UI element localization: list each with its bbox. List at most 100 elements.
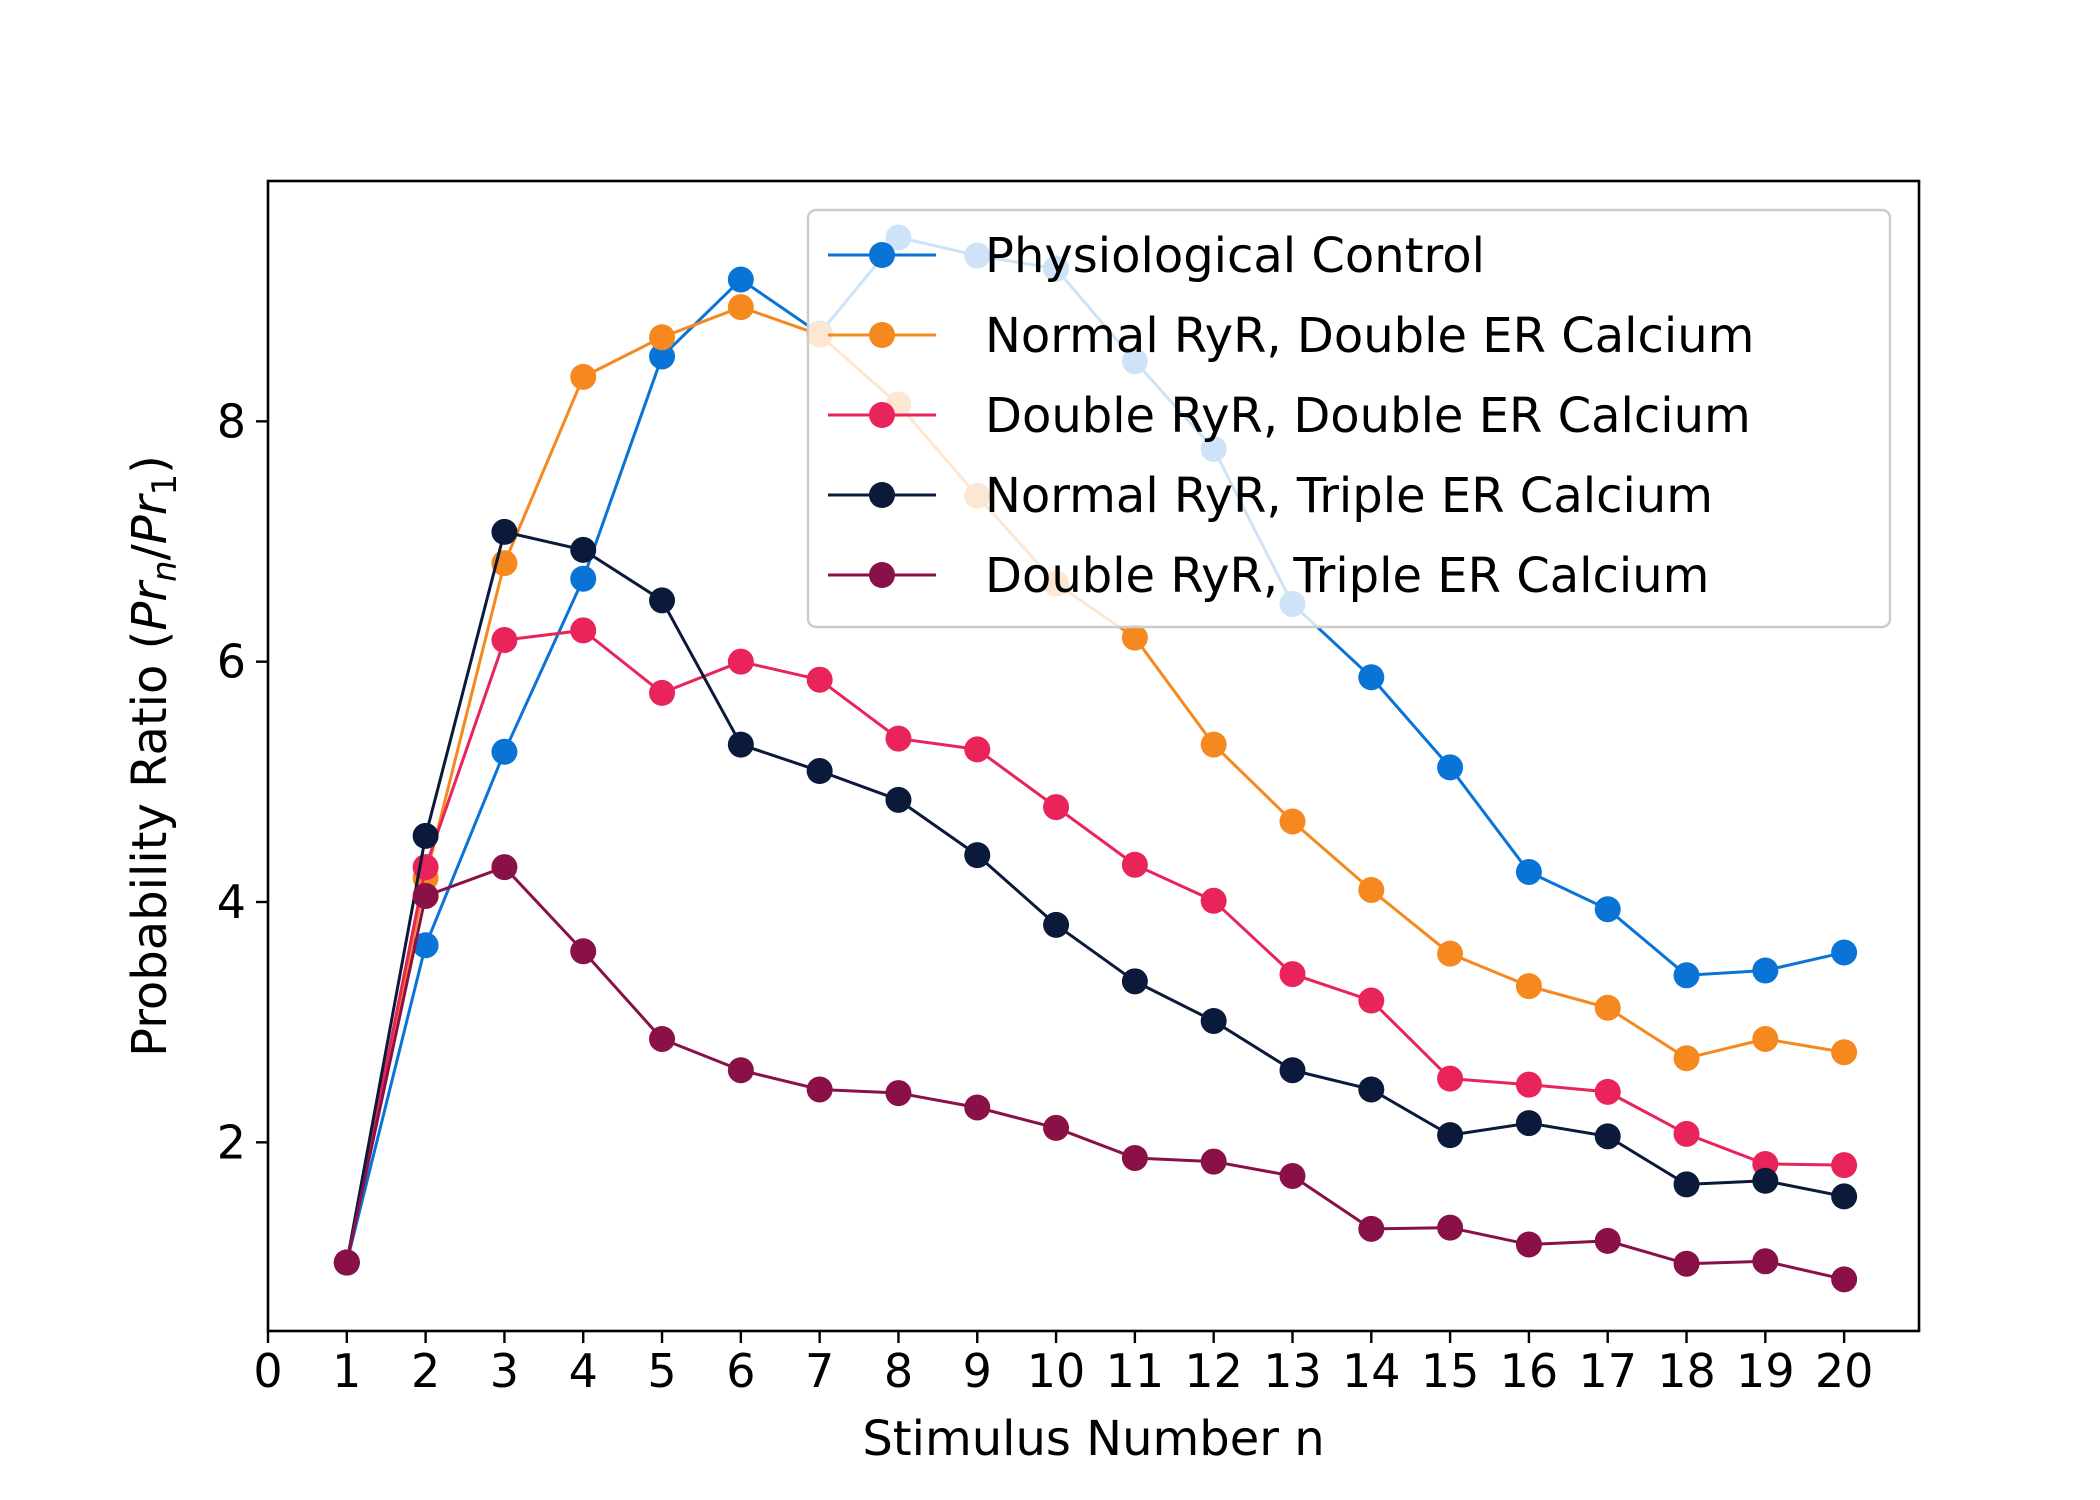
x-tick-label: 14 — [1342, 1344, 1401, 1398]
data-point — [1279, 1057, 1306, 1084]
data-point — [1043, 1114, 1070, 1141]
legend-marker — [869, 482, 895, 508]
data-point — [491, 738, 518, 765]
data-point — [1121, 851, 1148, 878]
x-tick-label: 5 — [647, 1344, 676, 1398]
x-tick-label: 7 — [805, 1344, 834, 1398]
x-tick-label: 18 — [1657, 1344, 1716, 1398]
data-point — [1594, 896, 1621, 923]
x-tick-label: 8 — [884, 1344, 913, 1398]
data-point — [1673, 1171, 1700, 1198]
data-point — [1673, 1045, 1700, 1072]
data-point — [1594, 1078, 1621, 1105]
x-tick-label: 11 — [1106, 1344, 1165, 1398]
data-point — [1831, 1039, 1858, 1066]
series-group — [333, 518, 1858, 1276]
x-tick-label: 15 — [1421, 1344, 1480, 1398]
data-point — [885, 725, 912, 752]
data-point — [1200, 731, 1227, 758]
data-point — [1200, 1148, 1227, 1175]
legend-marker — [869, 322, 895, 348]
data-point — [412, 932, 439, 959]
y-tick-label: 2 — [217, 1115, 246, 1169]
data-point — [964, 1094, 991, 1121]
y-tick-label: 8 — [217, 394, 246, 448]
data-point — [1279, 1162, 1306, 1189]
data-point — [570, 536, 597, 563]
legend-label: Normal RyR, Triple ER Calcium — [985, 468, 1713, 524]
data-point — [727, 648, 754, 675]
data-point — [1043, 911, 1070, 938]
data-point — [1515, 1110, 1542, 1137]
data-point — [1673, 1120, 1700, 1147]
x-tick-label: 12 — [1184, 1344, 1243, 1398]
data-point — [806, 1076, 833, 1103]
data-point — [1437, 1065, 1464, 1092]
legend-item: Physiological Control — [828, 228, 1485, 284]
data-point — [570, 363, 597, 390]
data-point — [1831, 1266, 1858, 1293]
data-point — [885, 786, 912, 813]
data-point — [1515, 1071, 1542, 1098]
data-point — [1594, 1123, 1621, 1150]
data-point — [333, 1249, 360, 1276]
x-tick-label: 0 — [253, 1344, 282, 1398]
data-point — [1437, 940, 1464, 967]
data-point — [1279, 808, 1306, 835]
data-point — [570, 617, 597, 644]
data-point — [1358, 664, 1385, 691]
data-point — [1121, 968, 1148, 995]
data-point — [1358, 1076, 1385, 1103]
data-point — [1437, 1122, 1464, 1149]
data-point — [727, 266, 754, 293]
x-tick-label: 4 — [569, 1344, 598, 1398]
data-point — [1515, 858, 1542, 885]
data-point — [570, 938, 597, 965]
data-point — [1358, 876, 1385, 903]
data-point — [1279, 961, 1306, 988]
legend-label: Double RyR, Double ER Calcium — [985, 388, 1751, 444]
data-point — [806, 666, 833, 693]
data-point — [412, 854, 439, 881]
x-tick-label: 2 — [411, 1344, 440, 1398]
data-point — [1121, 624, 1148, 651]
plot-frame — [266, 179, 1921, 1333]
data-point — [806, 758, 833, 785]
data-point — [1515, 973, 1542, 1000]
x-tick-label: 17 — [1578, 1344, 1637, 1398]
series-line — [345, 628, 1845, 1263]
legend: Physiological Control Normal RyR, Double … — [806, 208, 1892, 629]
data-point — [1831, 1183, 1858, 1210]
data-point — [1437, 1214, 1464, 1241]
x-axis-label: Stimulus Number n — [862, 1411, 1324, 1467]
x-tick-label: 9 — [963, 1344, 992, 1398]
x-tick-label: 3 — [490, 1344, 519, 1398]
data-point — [412, 822, 439, 849]
data-point — [1752, 957, 1779, 984]
data-point — [885, 1080, 912, 1107]
data-point — [649, 324, 676, 351]
series-line — [345, 530, 1845, 1263]
data-point — [1673, 1250, 1700, 1277]
y-axis-label: Probability Ratio (Prn/Pr1) — [122, 455, 185, 1057]
x-tick-label: 10 — [1027, 1344, 1086, 1398]
x-tick-label: 6 — [726, 1344, 755, 1398]
data-point — [1200, 1007, 1227, 1034]
legend-marker — [869, 562, 895, 588]
legend-marker — [869, 402, 895, 428]
data-point — [964, 842, 991, 869]
data-point — [964, 736, 991, 763]
data-point — [1752, 1248, 1779, 1275]
legend-item: Normal RyR, Double ER Calcium — [828, 308, 1754, 364]
legend-label: Double RyR, Triple ER Calcium — [985, 548, 1709, 604]
data-point — [727, 294, 754, 321]
data-point — [1752, 1025, 1779, 1052]
x-tick-label: 1 — [332, 1344, 361, 1398]
data-point — [1831, 939, 1858, 966]
data-point — [649, 587, 676, 614]
data-point — [1358, 1215, 1385, 1242]
legend-box — [806, 208, 1892, 629]
data-point — [649, 679, 676, 706]
